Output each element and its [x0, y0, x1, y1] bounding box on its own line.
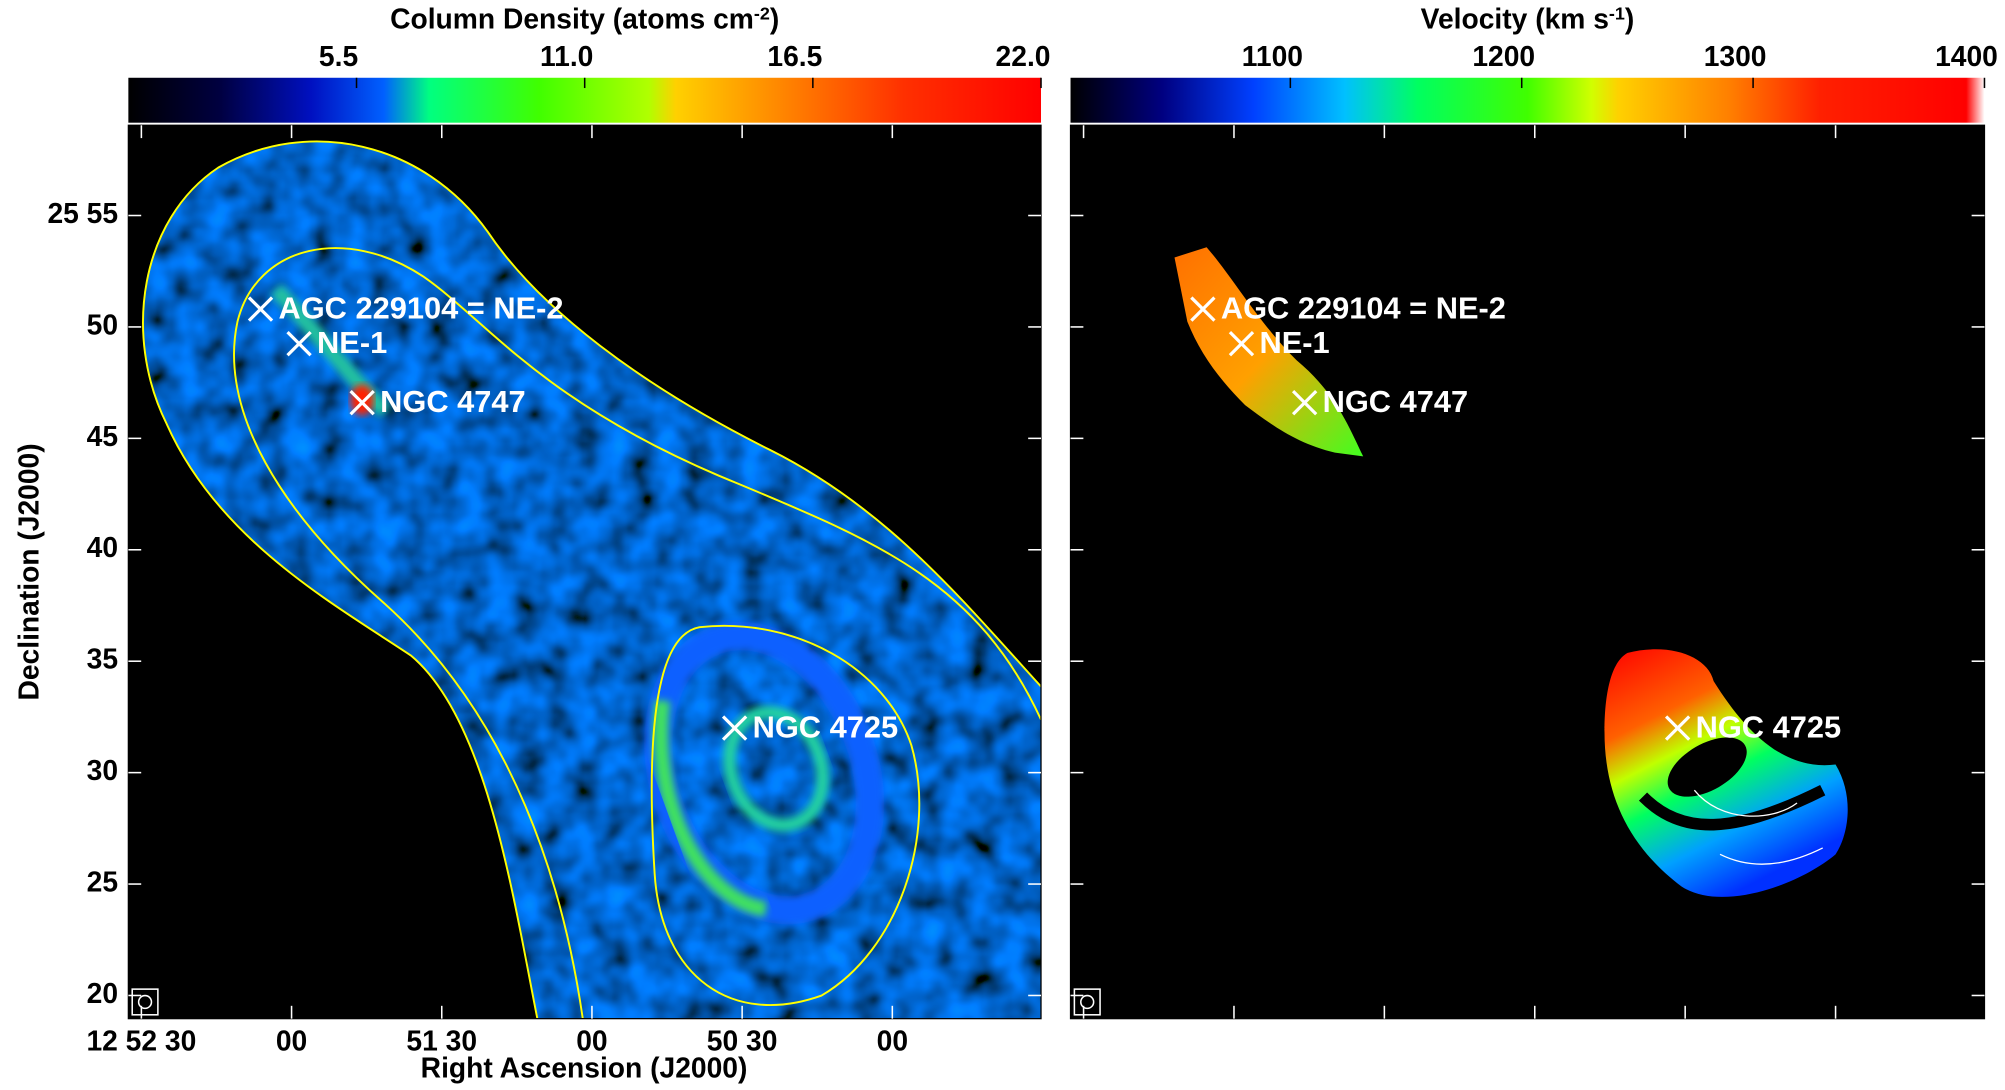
x-tick-label: 50 30 [707, 1024, 778, 1056]
x-tick-label: 51 30 [406, 1024, 477, 1056]
y-tick-label: 45 [87, 420, 118, 452]
source-marker [247, 296, 274, 322]
source-marker [721, 715, 748, 741]
source-label: NGC 4725 [1696, 709, 1842, 744]
colorbar-tick-label: 11.0 [540, 40, 593, 72]
source-label: NE-1 [317, 325, 387, 360]
x-tick-label: 00 [276, 1024, 307, 1056]
x-tick-label: 00 [576, 1024, 607, 1056]
colorbar-tick-label: 16.5 [767, 40, 822, 72]
source-marker [286, 330, 312, 357]
y-tick-label: 40 [87, 531, 118, 563]
colorbar-title-part: Velocity (km s [1421, 3, 1609, 35]
colorbar-title: Column Density (atoms cm-2) [390, 3, 779, 35]
source-marker [1664, 715, 1691, 741]
colorbar-title: Velocity (km s-1) [1421, 3, 1635, 35]
colorbar-title-part: -2 [754, 3, 770, 23]
source-marker [349, 390, 375, 416]
y-tick-label: 25 [87, 866, 118, 898]
source-label: NGC 4747 [1323, 384, 1469, 419]
y-tick-label: 35 [87, 643, 118, 675]
source-label: AGC 229104 = NE-2 [1221, 291, 1506, 326]
colorbar-tick-label: 1400 [1935, 40, 1998, 72]
source-marker [1190, 296, 1216, 322]
y-tick-label: 50 [87, 308, 118, 340]
source-marker [1228, 330, 1255, 357]
y-tick-label: 25 55 [47, 197, 118, 229]
colorbar-title-part: -1 [1609, 3, 1625, 23]
colorbar-title-part: Column Density (atoms cm [390, 3, 754, 35]
colorbar-tick-label: 1100 [1242, 40, 1303, 72]
source-marker [1291, 390, 1318, 416]
x-tick-label: 12 52 30 [86, 1024, 196, 1056]
density-map [142, 140, 1042, 1019]
colorbar-title-part: ) [770, 3, 779, 35]
colorbar-tick-label: 5.5 [319, 40, 358, 72]
y-tick-label: 20 [87, 977, 118, 1009]
y-axis-label: Declination (J2000) [12, 443, 44, 700]
y-tick-label: 30 [87, 754, 118, 786]
x-tick-label: 00 [877, 1024, 908, 1056]
colorbar-tick-label: 1200 [1472, 40, 1535, 72]
source-label: NGC 4747 [380, 384, 526, 419]
colorbar [1070, 77, 1985, 123]
velocity-map [1174, 247, 1848, 897]
source-label: NE-1 [1259, 325, 1329, 360]
colorbar-title-part: ) [1625, 3, 1634, 35]
x-axis-label: Right Ascension (J2000) [421, 1051, 748, 1083]
source-label: NGC 4725 [753, 709, 899, 744]
colorbar-tick-label: 22.0 [996, 40, 1051, 72]
colorbar-tick-label: 1300 [1704, 40, 1767, 72]
source-label: AGC 229104 = NE-2 [278, 291, 563, 326]
